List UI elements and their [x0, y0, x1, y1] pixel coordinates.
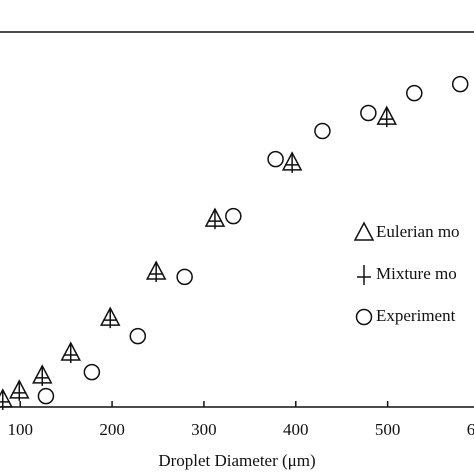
plus-marker: [379, 107, 394, 128]
plus-marker: [149, 262, 164, 282]
circle-marker: [176, 268, 193, 286]
legend-label: Mixture mo: [376, 264, 457, 283]
plus-marker: [12, 380, 27, 401]
plus-marker: [285, 152, 300, 173]
x-tick-label: 100: [7, 420, 33, 439]
circle-marker: [267, 150, 284, 168]
circle-marker: [129, 327, 147, 345]
x-tick-label: 400: [283, 420, 309, 439]
circle-marker: [225, 207, 242, 225]
x-tick-label: 200: [99, 420, 125, 439]
plus-marker: [357, 265, 371, 285]
plus-marker: [207, 209, 222, 230]
plus-marker: [103, 308, 118, 329]
circle-marker: [406, 84, 423, 102]
circle-marker: [355, 308, 373, 326]
plus-marker: [0, 389, 10, 410]
circle-marker: [37, 387, 55, 405]
x-tick-label: 600: [467, 420, 474, 439]
x-tick-label: 500: [375, 420, 401, 439]
plus-marker: [63, 343, 78, 363]
circle-marker: [83, 363, 101, 381]
plus-marker: [35, 365, 50, 386]
legend-label: Eulerian mo: [376, 222, 460, 241]
circle-marker: [360, 104, 377, 122]
x-tick-label: 300: [191, 420, 217, 439]
legend-label: Experiment: [376, 306, 456, 325]
circle-marker: [451, 75, 469, 93]
circle-marker: [314, 122, 331, 140]
x-axis-label: Droplet Diameter (μm): [158, 451, 315, 470]
triangle-marker: [353, 221, 375, 241]
